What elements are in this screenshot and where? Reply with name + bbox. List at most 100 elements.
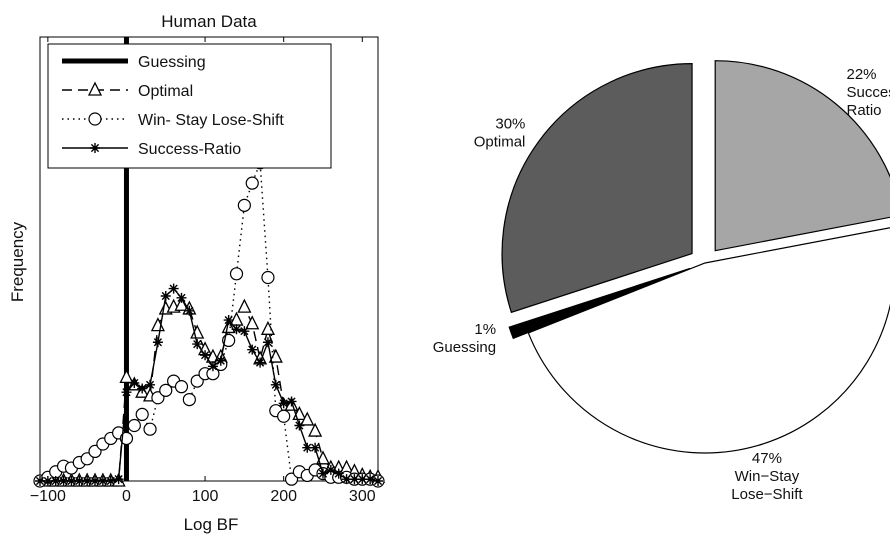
data-point	[245, 315, 260, 330]
data-point	[300, 411, 315, 426]
data-point	[286, 396, 297, 407]
data-point	[239, 326, 250, 337]
data-point	[174, 380, 189, 394]
data-point	[308, 422, 323, 437]
data-point	[365, 474, 376, 485]
data-point	[317, 468, 328, 479]
y-axis-label: Frequency	[8, 221, 27, 302]
data-point	[97, 476, 108, 486]
data-point	[176, 292, 187, 303]
data-point	[74, 476, 85, 486]
data-point	[159, 383, 173, 397]
data-point	[127, 418, 141, 433]
data-point	[66, 476, 77, 486]
legend-marker	[87, 81, 103, 96]
data-point	[268, 348, 283, 363]
series-success-ratio	[35, 283, 383, 486]
legend-item: Win- Stay Lose-Shift	[62, 112, 284, 129]
data-point	[119, 431, 134, 446]
x-tick-label: 200	[270, 488, 297, 505]
data-point	[121, 387, 132, 398]
data-point	[341, 474, 352, 485]
legend-marker	[88, 112, 102, 126]
data-point	[223, 315, 234, 326]
data-point	[229, 267, 244, 281]
data-point	[302, 442, 313, 453]
data-point	[215, 355, 226, 366]
data-point	[237, 298, 252, 313]
legend-item: Success-Ratio	[62, 141, 241, 158]
x-tick-label: 0	[122, 488, 131, 505]
data-point	[315, 450, 331, 465]
data-point	[349, 474, 360, 485]
data-point	[35, 476, 45, 486]
pie-slice-guessing	[508, 267, 691, 340]
pie-slice-win-stay-lose-shift	[527, 227, 890, 454]
data-point	[182, 393, 196, 407]
data-point	[357, 474, 368, 485]
data-point	[168, 283, 179, 294]
data-point	[119, 368, 134, 384]
pie-label-success-ratio: 22%SuccessRatio	[847, 66, 890, 119]
data-point	[82, 476, 93, 486]
data-point	[270, 379, 281, 390]
data-point	[207, 361, 218, 372]
data-point	[145, 379, 156, 390]
pie-label-guessing: 1% Guessing	[433, 321, 496, 356]
data-point	[113, 474, 124, 485]
legend-label: Success-Ratio	[138, 141, 241, 158]
data-point	[143, 422, 157, 436]
series-win-stay-lose-shift	[33, 156, 385, 488]
data-point	[277, 409, 291, 423]
data-point	[152, 337, 163, 348]
x-tick-label: −100	[30, 488, 66, 505]
data-point	[333, 468, 344, 479]
data-point	[294, 420, 305, 431]
legend-item: Optimal	[62, 81, 193, 100]
data-point	[255, 357, 266, 368]
series-line	[39, 162, 379, 482]
data-point	[260, 320, 276, 335]
data-point	[58, 476, 69, 486]
data-point	[42, 476, 53, 486]
legend: Guessing Optimal Win- Stay Lose-Shift Succe…	[47, 43, 332, 169]
data-point	[262, 337, 273, 348]
data-point	[160, 291, 171, 301]
pie-label-win-stay-lose-shift: 47% Win−Stay Lose−Shift	[731, 450, 803, 503]
data-point	[184, 305, 195, 316]
pie-slice-success-ratio	[714, 60, 890, 252]
data-point	[245, 176, 259, 190]
legend-label: Optimal	[138, 83, 193, 100]
data-point	[237, 198, 251, 212]
plot-frame	[39, 36, 379, 482]
data-point	[129, 377, 140, 388]
data-point	[192, 339, 203, 350]
chart-title: Human Data	[161, 12, 257, 31]
data-point	[261, 270, 275, 285]
legend-label: Guessing	[138, 54, 206, 71]
data-point	[174, 296, 189, 311]
data-point	[231, 324, 242, 335]
data-point	[310, 442, 321, 453]
data-point	[278, 398, 289, 409]
data-point	[135, 407, 149, 421]
data-point	[105, 476, 116, 486]
legend-item: Guessing	[62, 54, 206, 71]
legend-label: Win- Stay Lose-Shift	[138, 112, 284, 129]
x-tick-label: 100	[192, 488, 219, 505]
data-point	[137, 383, 148, 394]
data-point	[373, 476, 383, 486]
data-point	[325, 464, 336, 475]
data-point	[90, 476, 101, 486]
line-chart-human-data: Human Data Frequency Log BF −100 0 100 200 3…	[8, 12, 386, 534]
pie-label-optimal: 30% Optimal	[474, 116, 526, 151]
legend-marker	[90, 143, 100, 153]
x-tick-label: 300	[349, 488, 376, 505]
pie-slice-optimal	[501, 62, 693, 314]
x-axis-label: Log BF	[184, 515, 239, 534]
data-point	[247, 344, 258, 355]
data-point	[200, 350, 211, 361]
data-point	[50, 476, 61, 486]
